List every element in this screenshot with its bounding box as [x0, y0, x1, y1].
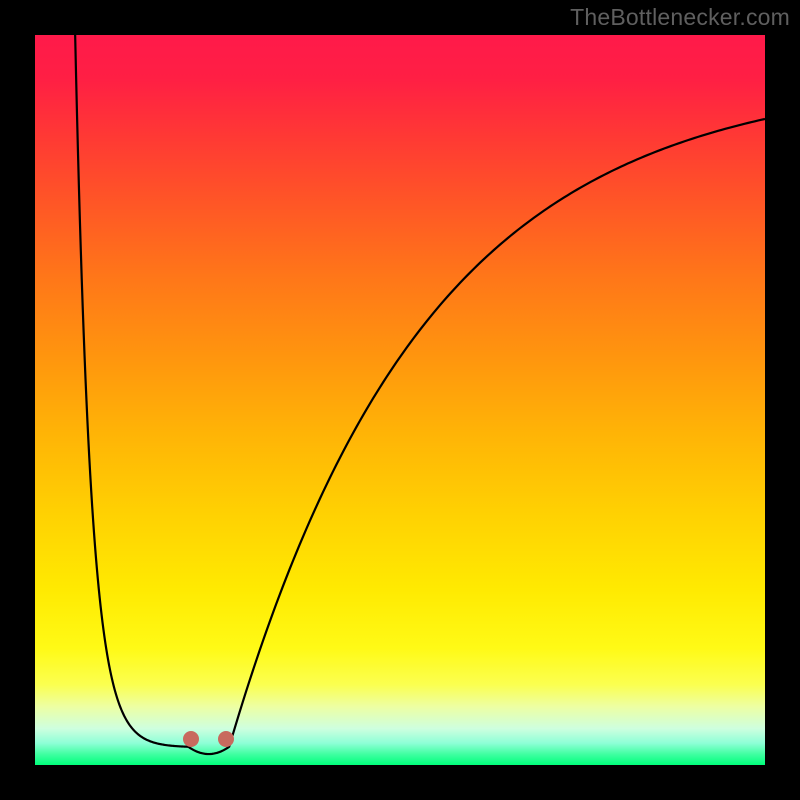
watermark-text: TheBottlenecker.com [570, 4, 790, 31]
valley-marker-1 [183, 731, 199, 747]
curve-layer [35, 35, 765, 765]
bottleneck-curve [75, 35, 765, 754]
valley-marker-2 [218, 731, 234, 747]
chart-container: TheBottlenecker.com [0, 0, 800, 800]
plot-area [35, 35, 765, 765]
